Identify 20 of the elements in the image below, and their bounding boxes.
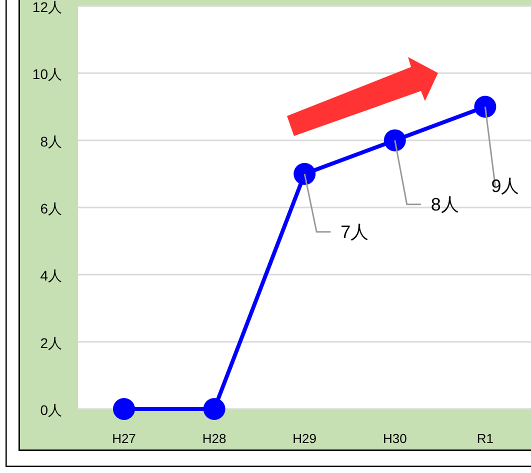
x-tick-label: H29 (292, 431, 317, 446)
y-tick-label: 6人 (40, 200, 62, 216)
data-label: 9人 (491, 176, 520, 196)
point (294, 162, 316, 185)
y-tick-label: 4人 (40, 268, 62, 284)
point (113, 398, 135, 420)
y-tick-label: 2人 (40, 334, 62, 351)
data-label: 7人 (340, 222, 369, 242)
x-tick-label: H27 (112, 431, 136, 446)
x-tick-label: H28 (202, 431, 226, 446)
point (474, 96, 496, 118)
point (384, 129, 406, 152)
x-tick-label: R1 (476, 431, 494, 446)
y-tick-label: 10人 (32, 66, 62, 82)
y-tick-label: 12人 (32, 0, 62, 15)
y-tick-label: 0人 (40, 402, 62, 418)
x-tick-label: H30 (382, 431, 407, 446)
y-tick-label: 8人 (40, 133, 62, 150)
data-label: 8人 (430, 194, 459, 214)
point (203, 398, 226, 420)
